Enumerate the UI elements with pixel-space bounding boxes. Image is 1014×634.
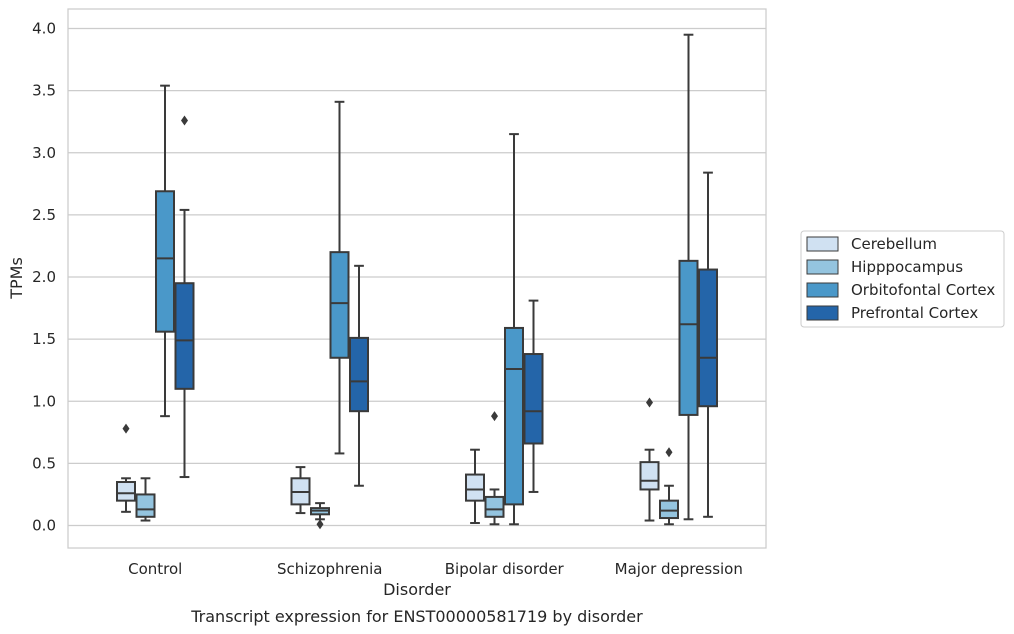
x-tick-label: Control <box>128 560 182 578</box>
legend-swatch <box>806 282 839 298</box>
y-tick-label: 3.5 <box>32 82 56 100</box>
chart-caption: Transcript expression for ENST0000058171… <box>190 607 643 626</box>
x-axis-ticks: Control Schizophrenia Bipolar disorder Majo… <box>128 560 743 578</box>
legend-frame <box>800 230 1005 328</box>
box-body <box>155 190 175 333</box>
y-axis-ticks: 0.0 0.5 1.0 1.5 2.0 2.5 3.0 3.5 4.0 <box>32 20 56 535</box>
outlier-point <box>122 423 130 434</box>
y-tick-label: 0.5 <box>32 454 56 472</box>
box-body <box>174 282 195 390</box>
box-body <box>639 461 660 491</box>
outlier-point <box>646 397 653 408</box>
box-body <box>116 481 136 502</box>
y-tick-label: 0.0 <box>32 517 56 535</box>
box-0-1 <box>135 477 156 522</box>
box-body <box>659 499 679 520</box>
x-axis-label: Disorder <box>383 580 451 599</box>
y-tick-label: 1.0 <box>32 392 56 410</box>
box-body <box>349 336 369 413</box>
box-body <box>523 353 544 445</box>
box-1-2 <box>329 100 350 455</box>
box-3-3 <box>698 171 718 518</box>
box-body <box>465 473 485 502</box>
box-body <box>504 326 524 506</box>
box-0-0 <box>116 423 136 513</box>
legend-swatch <box>806 259 839 275</box>
y-tick-label: 2.0 <box>32 268 56 286</box>
box-groups <box>116 33 718 530</box>
box-body <box>678 259 699 416</box>
plot-frame <box>67 8 767 549</box>
outlier-point <box>181 115 188 126</box>
legend-swatch <box>806 236 839 252</box>
outlier-point <box>491 411 498 422</box>
x-tick-label: Bipolar disorder <box>445 560 565 578</box>
outlier-point <box>665 447 673 458</box>
box-1-3 <box>349 264 369 487</box>
legend: Cerebellum Hipppocampus Orbitofontal Corte… <box>800 230 1005 328</box>
y-axis-label: TPMs <box>7 257 26 300</box>
box-3-0 <box>639 397 660 522</box>
outlier-point <box>316 519 324 530</box>
box-3-1 <box>659 447 679 526</box>
box-2-0 <box>465 448 485 525</box>
x-tick-label: Major depression <box>615 560 743 578</box>
y-tick-label: 1.5 <box>32 330 56 348</box>
y-tick-label: 2.5 <box>32 206 56 224</box>
y-tick-label: 3.0 <box>32 144 56 162</box>
y-tick-label: 4.0 <box>32 20 56 38</box>
box-2-3 <box>523 299 544 493</box>
box-body <box>329 251 350 359</box>
x-tick-label: Schizophrenia <box>277 560 382 578</box>
legend-label: Orbitofontal Cortex <box>851 281 995 299</box>
box-2-2 <box>504 133 524 526</box>
legend-swatch <box>806 305 839 321</box>
box-body <box>135 493 156 518</box>
box-0-3 <box>174 115 195 479</box>
legend-label: Prefrontal Cortex <box>851 304 978 322</box>
box-body <box>484 495 505 518</box>
box-1-1 <box>310 502 330 530</box>
legend-label: Cerebellum <box>851 235 937 253</box>
box-body <box>698 268 718 408</box>
legend-label: Hipppocampus <box>851 258 963 276</box>
box-3-2 <box>678 33 699 521</box>
box-2-1 <box>484 411 505 526</box>
box-0-2 <box>155 84 175 418</box>
box-1-0 <box>290 466 311 515</box>
